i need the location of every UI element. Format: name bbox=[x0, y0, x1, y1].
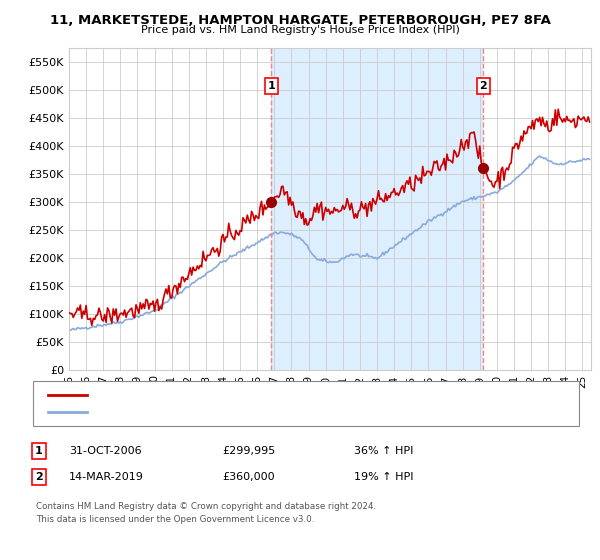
Text: Contains HM Land Registry data © Crown copyright and database right 2024.: Contains HM Land Registry data © Crown c… bbox=[36, 502, 376, 511]
Text: £299,995: £299,995 bbox=[222, 446, 275, 456]
Text: 1: 1 bbox=[35, 446, 43, 456]
Text: 11, MARKETSTEDE, HAMPTON HARGATE, PETERBOROUGH, PE7 8FA (detached house): 11, MARKETSTEDE, HAMPTON HARGATE, PETERB… bbox=[93, 390, 497, 399]
Text: 11, MARKETSTEDE, HAMPTON HARGATE, PETERBOROUGH, PE7 8FA: 11, MARKETSTEDE, HAMPTON HARGATE, PETERB… bbox=[50, 14, 550, 27]
Text: HPI: Average price, detached house, City of Peterborough: HPI: Average price, detached house, City… bbox=[93, 407, 367, 416]
Text: Price paid vs. HM Land Registry's House Price Index (HPI): Price paid vs. HM Land Registry's House … bbox=[140, 25, 460, 35]
Text: This data is licensed under the Open Government Licence v3.0.: This data is licensed under the Open Gov… bbox=[36, 515, 314, 524]
Text: £360,000: £360,000 bbox=[222, 472, 275, 482]
Text: 31-OCT-2006: 31-OCT-2006 bbox=[69, 446, 142, 456]
Text: 36% ↑ HPI: 36% ↑ HPI bbox=[354, 446, 413, 456]
Bar bbox=[271, 48, 483, 370]
Text: 19% ↑ HPI: 19% ↑ HPI bbox=[354, 472, 413, 482]
Text: 2: 2 bbox=[479, 81, 487, 91]
Text: 2: 2 bbox=[35, 472, 43, 482]
Text: 1: 1 bbox=[268, 81, 275, 91]
Text: 14-MAR-2019: 14-MAR-2019 bbox=[69, 472, 144, 482]
